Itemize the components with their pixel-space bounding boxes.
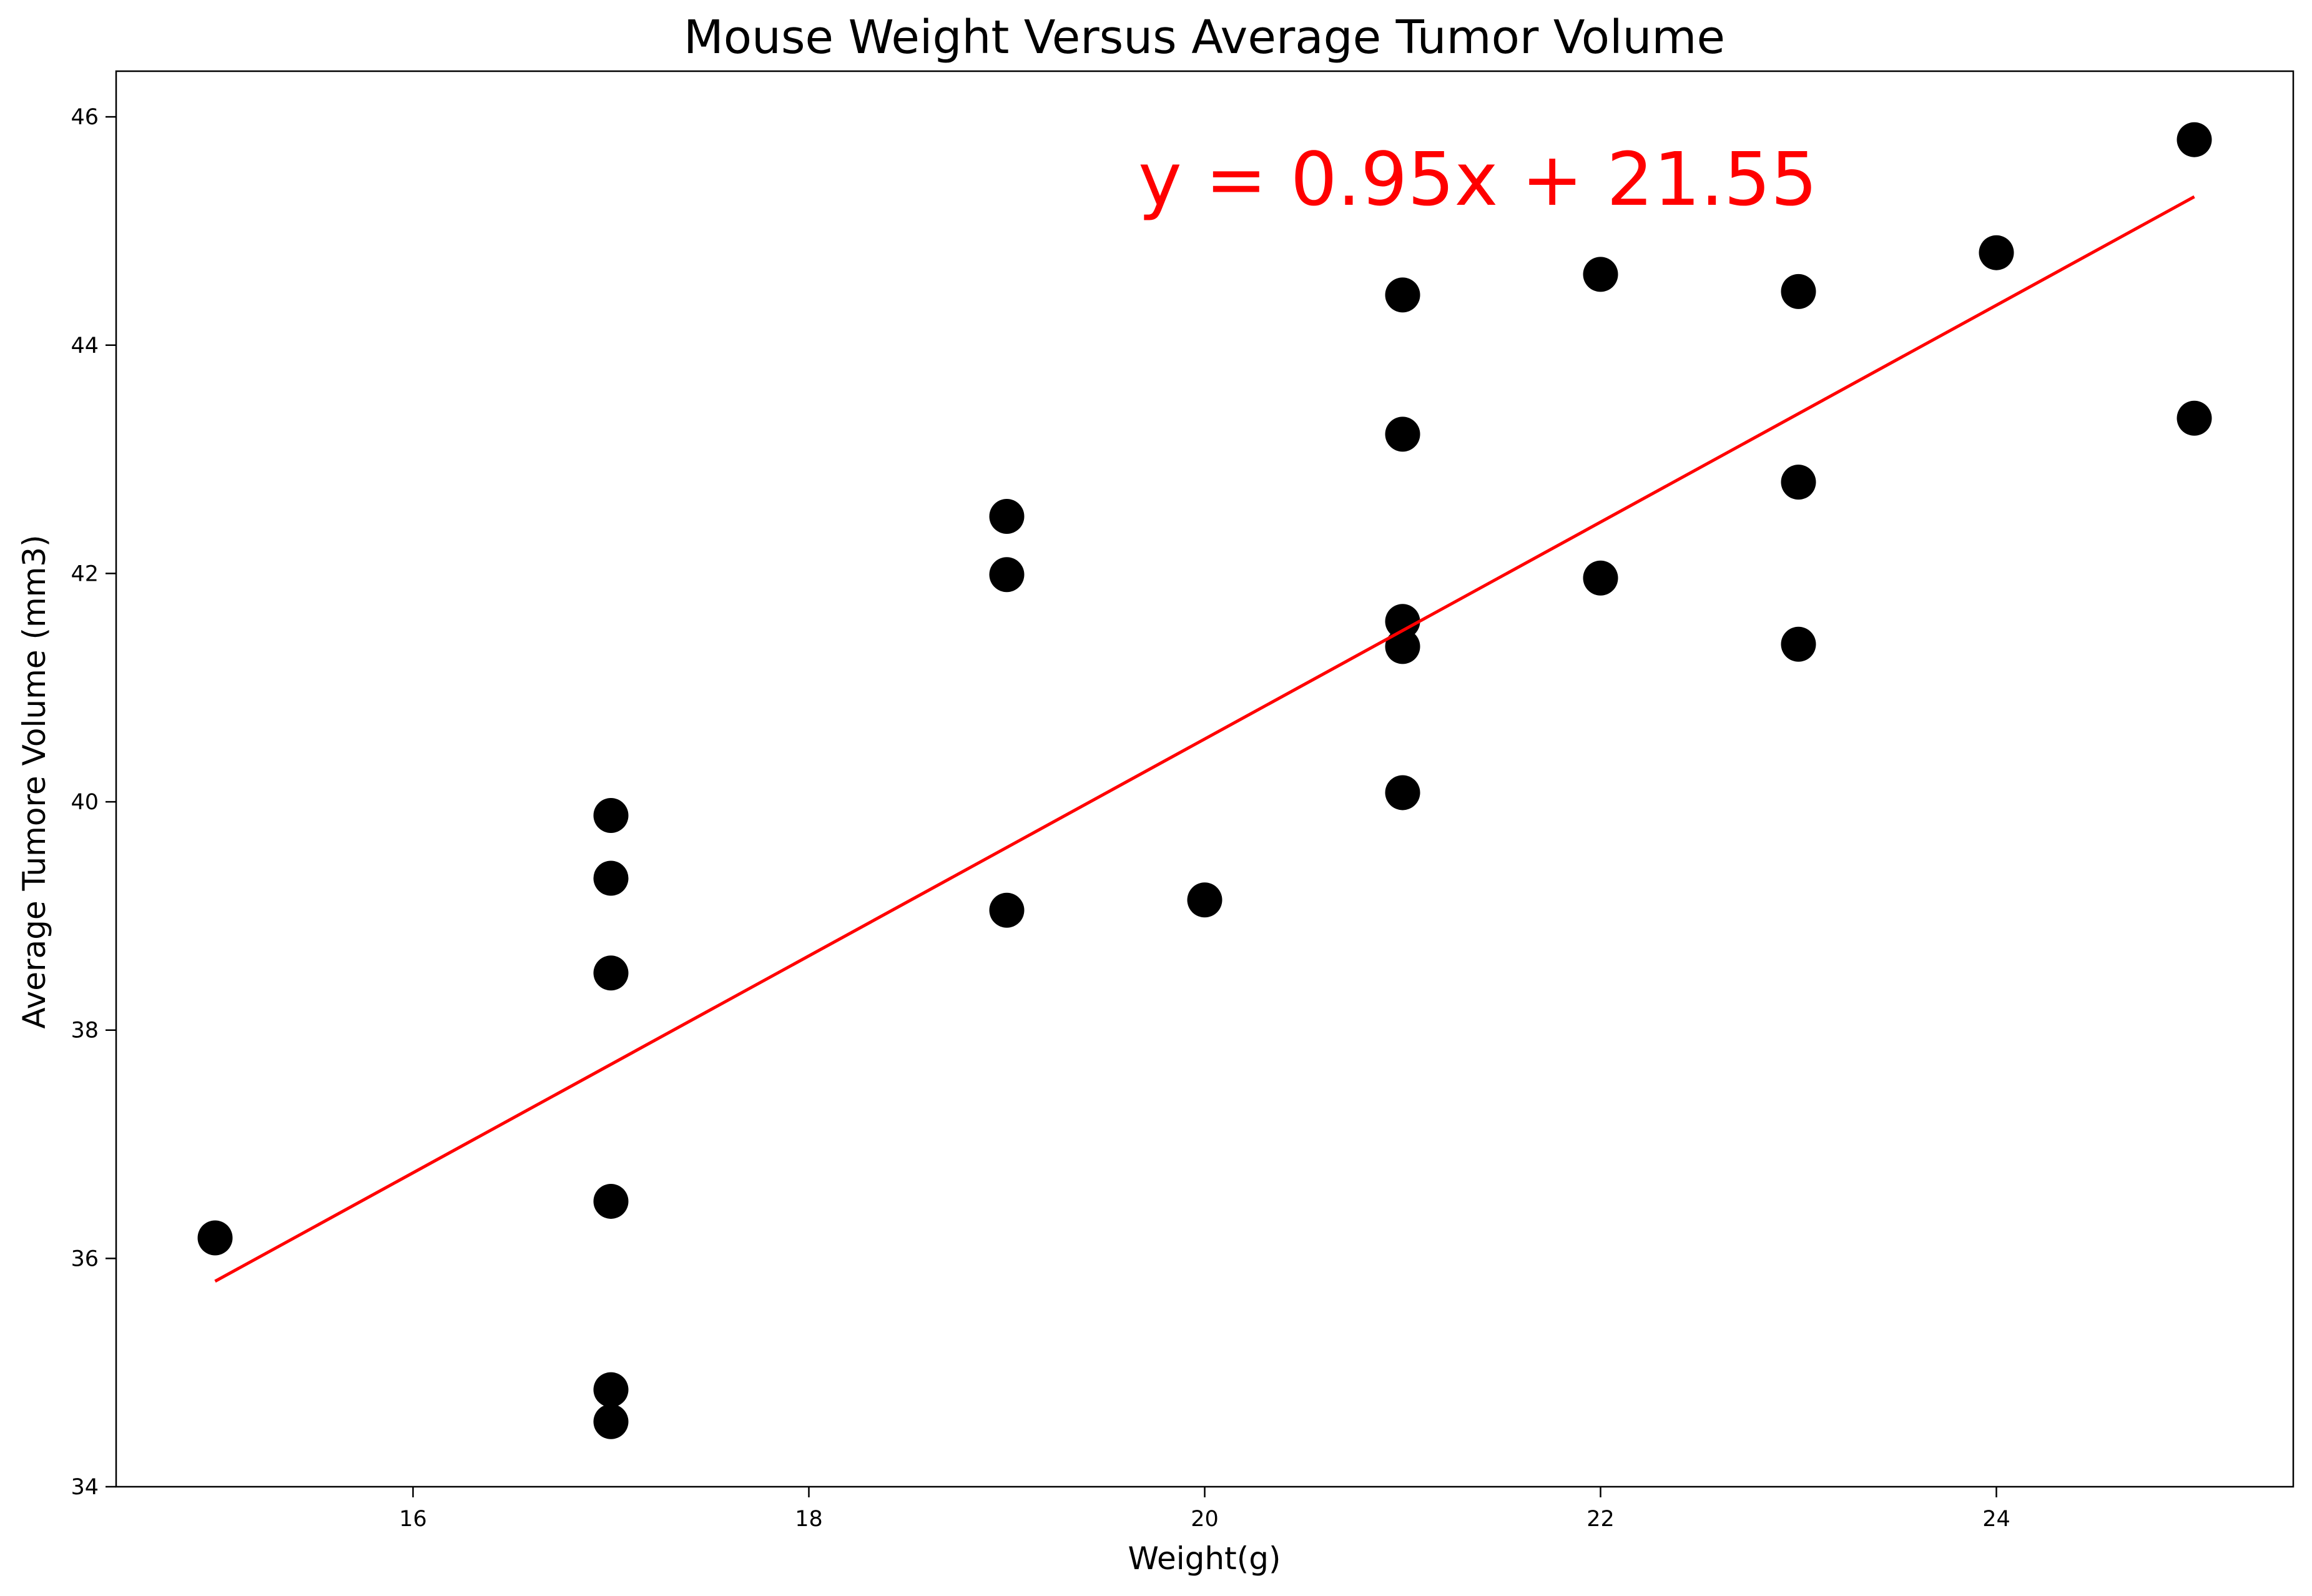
data-point (989, 892, 1025, 928)
data-point (1781, 626, 1816, 662)
y-tick-label: 38 (71, 1018, 99, 1043)
data-point (2177, 400, 2212, 436)
data-point (1385, 416, 1420, 452)
data-point (593, 1404, 629, 1439)
y-axis-label: Average Tumore Volume (mm3) (16, 534, 52, 1028)
data-point (2177, 122, 2212, 157)
x-axis-label: Weight(g) (1128, 1540, 1281, 1577)
y-axis: 34 36 38 40 42 44 46 (71, 105, 116, 1500)
y-tick-label: 44 (71, 333, 99, 358)
data-point (1583, 560, 1618, 596)
y-tick-label: 46 (71, 105, 99, 130)
data-point (593, 860, 629, 896)
data-point (1385, 604, 1420, 639)
data-point (593, 955, 629, 991)
y-tick-label: 42 (71, 561, 99, 586)
y-tick-label: 36 (71, 1246, 99, 1271)
x-axis: 16 18 20 22 24 (399, 1487, 2010, 1532)
data-point (1187, 882, 1222, 918)
data-point (1781, 465, 1816, 500)
chart-marks (197, 122, 2212, 1439)
x-tick-label: 18 (795, 1507, 823, 1532)
data-point (1385, 277, 1420, 313)
data-point (989, 499, 1025, 534)
chart-title: Mouse Weight Versus Average Tumor Volume (684, 11, 1725, 64)
data-point (593, 1183, 629, 1219)
regression-line (214, 195, 2195, 1283)
data-point (593, 1372, 629, 1407)
data-point (1385, 629, 1420, 664)
data-point (1583, 257, 1618, 292)
y-tick-label: 34 (71, 1475, 99, 1500)
y-tick-label: 40 (71, 790, 99, 815)
x-tick-label: 22 (1586, 1507, 1615, 1532)
data-point (1979, 235, 2014, 270)
x-tick-label: 24 (1982, 1507, 2010, 1532)
regression-equation: y = 0.95x + 21.55 (1138, 136, 1818, 222)
data-point (593, 798, 629, 834)
data-point (197, 1220, 233, 1256)
data-point (989, 557, 1025, 593)
x-tick-label: 20 (1191, 1507, 1219, 1532)
x-tick-label: 16 (399, 1507, 427, 1532)
data-point (1781, 273, 1816, 309)
data-point (1385, 775, 1420, 810)
